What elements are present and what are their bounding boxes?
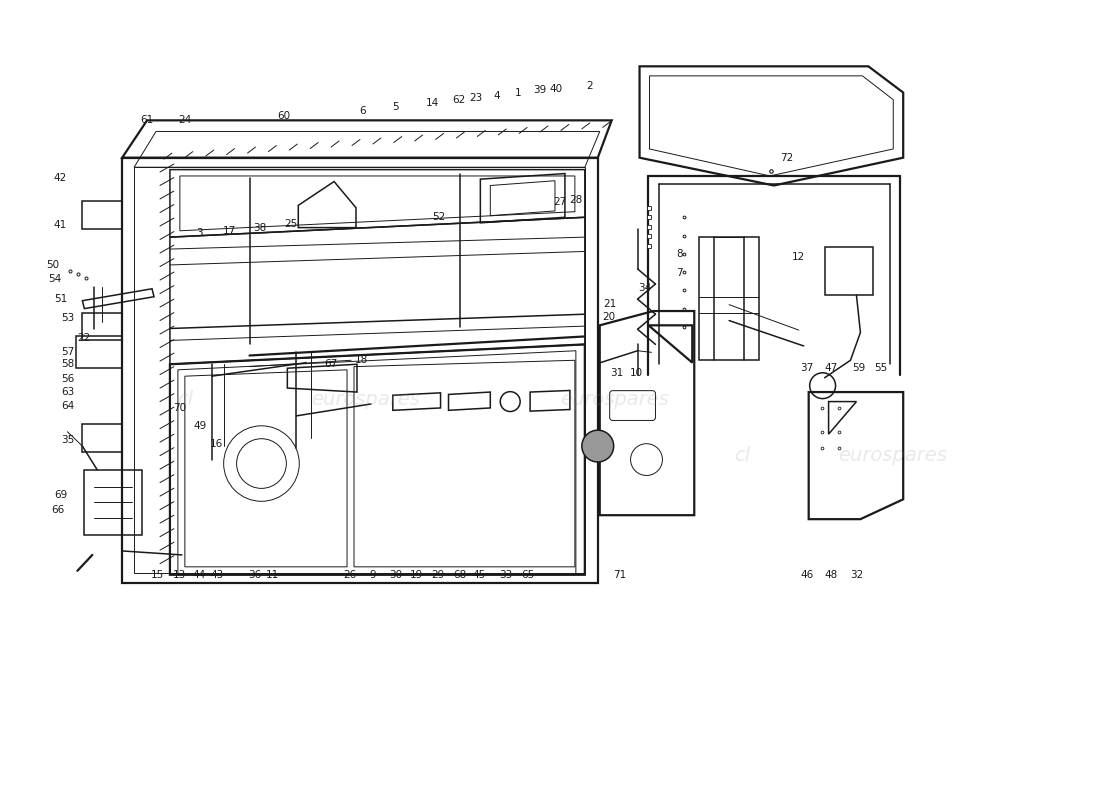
Text: 41: 41 (54, 220, 67, 230)
Text: 26: 26 (343, 570, 356, 580)
Text: 32: 32 (850, 570, 864, 580)
Text: 5: 5 (393, 102, 399, 112)
Text: 72: 72 (780, 153, 793, 162)
Text: 1: 1 (515, 87, 521, 98)
Text: 65: 65 (521, 570, 535, 580)
Circle shape (582, 430, 614, 462)
Text: 30: 30 (389, 570, 403, 580)
Text: 4: 4 (493, 90, 499, 101)
Text: 52: 52 (432, 212, 446, 222)
Text: 35: 35 (60, 434, 74, 445)
Text: 63: 63 (60, 387, 74, 397)
Text: 23: 23 (470, 93, 483, 103)
Text: 9: 9 (370, 570, 376, 580)
Text: 44: 44 (192, 570, 206, 580)
Text: 31: 31 (610, 368, 624, 378)
Text: 16: 16 (210, 438, 223, 449)
Text: 40: 40 (549, 83, 562, 94)
Text: 21: 21 (603, 299, 616, 309)
Text: 50: 50 (46, 260, 59, 270)
Text: eurospares: eurospares (311, 390, 420, 410)
Text: 29: 29 (431, 570, 444, 580)
Text: 19: 19 (410, 570, 424, 580)
Text: 39: 39 (534, 85, 547, 95)
Text: 28: 28 (569, 194, 583, 205)
Text: 10: 10 (630, 368, 644, 378)
Text: 70: 70 (174, 403, 186, 413)
Text: 3: 3 (197, 228, 204, 238)
Text: 33: 33 (499, 570, 513, 580)
Text: 58: 58 (60, 359, 74, 370)
Text: 12: 12 (792, 252, 805, 262)
Text: 68: 68 (453, 570, 466, 580)
Text: 49: 49 (194, 422, 207, 431)
Text: 24: 24 (178, 115, 191, 126)
Text: 71: 71 (613, 570, 626, 580)
Text: 8: 8 (676, 249, 683, 259)
Text: 27: 27 (553, 197, 566, 207)
Text: 34: 34 (638, 283, 651, 293)
Text: 51: 51 (54, 294, 67, 304)
Text: 13: 13 (174, 570, 187, 580)
Text: 64: 64 (60, 401, 74, 410)
Text: 22: 22 (78, 333, 91, 343)
Text: 17: 17 (223, 226, 236, 236)
Text: 57: 57 (60, 347, 74, 358)
Text: 15: 15 (151, 570, 164, 580)
Text: 2: 2 (586, 81, 593, 91)
Text: 25: 25 (285, 219, 298, 230)
Text: 14: 14 (426, 98, 439, 108)
Text: cl: cl (177, 390, 192, 410)
Text: 37: 37 (800, 363, 813, 374)
Text: 46: 46 (800, 570, 813, 580)
Text: 11: 11 (266, 570, 279, 580)
Text: 59: 59 (851, 363, 865, 374)
Text: 56: 56 (60, 374, 74, 383)
Text: 69: 69 (54, 490, 67, 500)
Text: 53: 53 (60, 313, 74, 323)
Text: 36: 36 (248, 570, 261, 580)
Text: 18: 18 (354, 355, 367, 366)
Text: 48: 48 (824, 570, 837, 580)
Text: 54: 54 (48, 274, 62, 284)
Text: 61: 61 (141, 115, 154, 126)
Text: 66: 66 (51, 505, 64, 514)
Text: 43: 43 (210, 570, 223, 580)
Text: 42: 42 (54, 173, 67, 182)
Text: 47: 47 (824, 363, 837, 374)
Text: 67: 67 (324, 359, 338, 370)
Text: 60: 60 (277, 110, 290, 121)
Text: 55: 55 (873, 363, 887, 374)
Text: 6: 6 (360, 106, 366, 116)
Text: eurospares: eurospares (560, 390, 669, 410)
Text: 7: 7 (676, 268, 683, 278)
Text: cl: cl (734, 446, 750, 465)
Text: eurospares: eurospares (838, 446, 947, 465)
Text: 38: 38 (253, 222, 266, 233)
Text: 45: 45 (473, 570, 486, 580)
Text: 20: 20 (602, 312, 615, 322)
Text: 62: 62 (452, 94, 465, 105)
